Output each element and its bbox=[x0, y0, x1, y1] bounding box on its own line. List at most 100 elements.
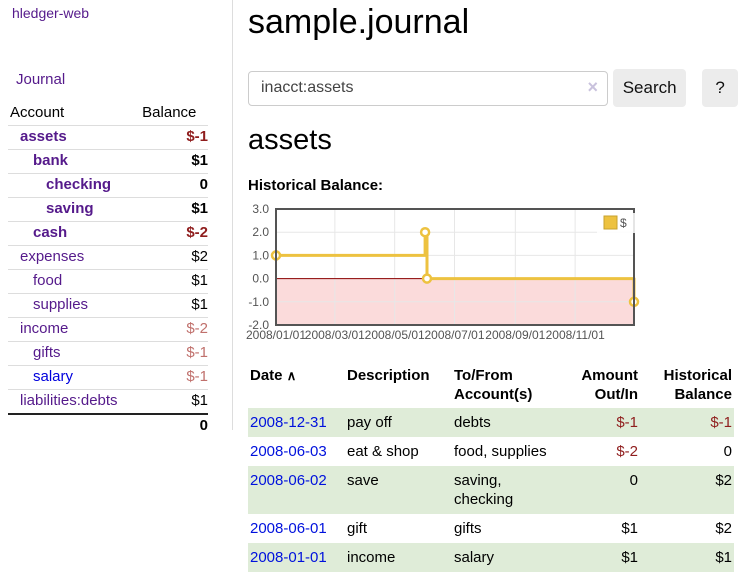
account-row-income: income $-2 bbox=[8, 317, 208, 342]
txn-amount: $-2 bbox=[616, 443, 638, 460]
svg-text:2.0: 2.0 bbox=[252, 225, 269, 239]
accounts-header-row: Account Balance bbox=[8, 101, 208, 126]
svg-text:-1.0: -1.0 bbox=[248, 295, 269, 309]
nav-journal-link[interactable]: Journal bbox=[16, 71, 66, 88]
svg-text:-2.0: -2.0 bbox=[248, 318, 269, 332]
account-balance: $-1 bbox=[186, 344, 208, 361]
txn-header-amount: Amount Out/In bbox=[581, 367, 638, 403]
accounts-header-account: Account bbox=[10, 104, 65, 121]
txn-date-link[interactable]: 2008-12-31 bbox=[250, 414, 327, 431]
txn-header-date[interactable]: Date ∧ bbox=[250, 367, 297, 384]
svg-text:2008/07/01: 2008/07/01 bbox=[424, 328, 484, 342]
txn-date-link[interactable]: 2008-06-03 bbox=[250, 443, 327, 460]
svg-text:2008/03/01: 2008/03/01 bbox=[305, 328, 365, 342]
txn-accounts: saving, checking bbox=[454, 472, 514, 508]
txn-header-accounts: To/From Account(s) bbox=[454, 367, 533, 403]
account-row-expenses: expenses $2 bbox=[8, 245, 208, 270]
txn-accounts: salary bbox=[454, 549, 495, 566]
accounts-header-balance: Balance bbox=[142, 104, 197, 121]
svg-text:1.0: 1.0 bbox=[252, 248, 269, 262]
account-balance: $1 bbox=[191, 152, 208, 169]
main-content: sample.journal × Search ? assets Histori… bbox=[246, 0, 738, 572]
txn-description: pay off bbox=[347, 414, 392, 431]
account-balance: $-2 bbox=[186, 224, 208, 241]
historical-balance-chart: 3.0 2.0 1.0 0.0 -1.0 -2.02008/01/012008/03/01… bbox=[246, 202, 640, 342]
svg-text:3.0: 3.0 bbox=[252, 202, 269, 216]
account-balance: $-2 bbox=[186, 320, 208, 337]
svg-text:2008/09/01: 2008/09/01 bbox=[485, 328, 545, 342]
txn-row: 2008-12-31 pay off debts $-1 $-1 bbox=[248, 408, 734, 437]
txn-accounts: food, supplies bbox=[454, 443, 547, 460]
txn-amount: $-1 bbox=[616, 414, 638, 431]
txn-description: save bbox=[347, 472, 379, 489]
account-heading: assets bbox=[248, 124, 332, 156]
account-balance: $1 bbox=[191, 392, 208, 409]
account-balance: 0 bbox=[199, 176, 208, 193]
txn-amount: 0 bbox=[629, 472, 638, 489]
chart-title: Historical Balance: bbox=[248, 177, 384, 194]
accounts-total-row: 0 bbox=[8, 414, 208, 438]
txn-row: 2008-06-01 gift gifts $1 $2 bbox=[248, 514, 734, 543]
txn-accounts: debts bbox=[454, 414, 491, 431]
txn-description: eat & shop bbox=[347, 443, 419, 460]
transactions-table: Date ∧ Description To/From Account(s) Am… bbox=[248, 362, 734, 572]
help-button[interactable]: ? bbox=[702, 69, 738, 107]
account-link-saving[interactable]: saving bbox=[46, 200, 94, 217]
txn-row: 2008-01-01 income salary $1 $1 bbox=[248, 543, 734, 572]
account-row-saving: saving $1 bbox=[8, 197, 208, 222]
account-link-assets[interactable]: assets bbox=[20, 128, 67, 145]
account-link-liabilities-debts[interactable]: liabilities:debts bbox=[20, 392, 118, 409]
account-row-checking: checking 0 bbox=[8, 173, 208, 198]
txn-header-description: Description bbox=[347, 367, 430, 384]
account-link-checking[interactable]: checking bbox=[46, 176, 112, 193]
account-row-supplies: supplies $1 bbox=[8, 293, 208, 318]
clear-search-icon[interactable]: × bbox=[587, 76, 598, 97]
account-row-bank: bank $1 bbox=[8, 149, 208, 174]
txn-row: 2008-06-03 eat & shop food, supplies $-2… bbox=[248, 437, 734, 466]
search-input[interactable] bbox=[248, 70, 608, 106]
account-link-supplies[interactable]: supplies bbox=[33, 296, 89, 313]
accounts-total-value: 0 bbox=[199, 417, 208, 434]
account-link-gifts[interactable]: gifts bbox=[33, 344, 61, 361]
txn-row: 2008-06-02 save saving, checking 0 $2 bbox=[248, 466, 734, 514]
txn-accounts: gifts bbox=[454, 520, 482, 537]
txn-amount: $1 bbox=[621, 520, 638, 537]
txn-balance: $2 bbox=[715, 520, 732, 537]
txn-amount: $1 bbox=[621, 549, 638, 566]
txn-header-balance: Historical Balance bbox=[663, 367, 732, 403]
account-link-expenses[interactable]: expenses bbox=[20, 248, 85, 265]
sidebar: hledger-web Journal Account Balance asse… bbox=[0, 0, 233, 434]
txn-description: gift bbox=[347, 520, 368, 537]
txn-balance: $2 bbox=[715, 472, 732, 489]
account-balance: $-1 bbox=[186, 368, 208, 385]
account-balance: $2 bbox=[191, 248, 208, 265]
account-row-cash: cash $-2 bbox=[8, 221, 208, 246]
account-link-income[interactable]: income bbox=[20, 320, 69, 337]
app-title-link[interactable]: hledger-web bbox=[12, 5, 90, 21]
txn-balance: $1 bbox=[715, 549, 732, 566]
account-link-food[interactable]: food bbox=[33, 272, 63, 289]
svg-text:$: $ bbox=[620, 216, 627, 230]
account-link-salary[interactable]: salary bbox=[33, 368, 74, 385]
accounts-table: Account Balance assets $-1 bank $1 checkin… bbox=[8, 101, 208, 438]
account-balance: $1 bbox=[191, 296, 208, 313]
account-row-assets: assets $-1 bbox=[8, 125, 208, 150]
account-row-salary: salary $-1 bbox=[8, 365, 208, 390]
svg-text:2008/11/01: 2008/11/01 bbox=[546, 328, 605, 342]
txn-date-link[interactable]: 2008-01-01 bbox=[250, 549, 327, 566]
txn-balance: $-1 bbox=[710, 414, 732, 431]
account-link-cash[interactable]: cash bbox=[33, 224, 68, 241]
search-form: × Search ? bbox=[248, 69, 738, 107]
txn-date-link[interactable]: 2008-06-01 bbox=[250, 520, 327, 537]
sort-ascending-icon: ∧ bbox=[286, 368, 297, 383]
account-row-liabilities-debts: liabilities:debts $1 bbox=[8, 389, 208, 415]
account-link-bank[interactable]: bank bbox=[33, 152, 69, 169]
txn-date-link[interactable]: 2008-06-02 bbox=[250, 472, 327, 489]
search-button[interactable]: Search bbox=[613, 69, 687, 107]
transactions-header-row: Date ∧ Description To/From Account(s) Am… bbox=[248, 362, 734, 408]
account-balance: $-1 bbox=[186, 128, 208, 145]
account-balance: $1 bbox=[191, 200, 208, 217]
account-row-food: food $1 bbox=[8, 269, 208, 294]
svg-text:2008/01/01: 2008/01/01 bbox=[246, 328, 306, 342]
svg-text:2008/05/01: 2008/05/01 bbox=[365, 328, 425, 342]
